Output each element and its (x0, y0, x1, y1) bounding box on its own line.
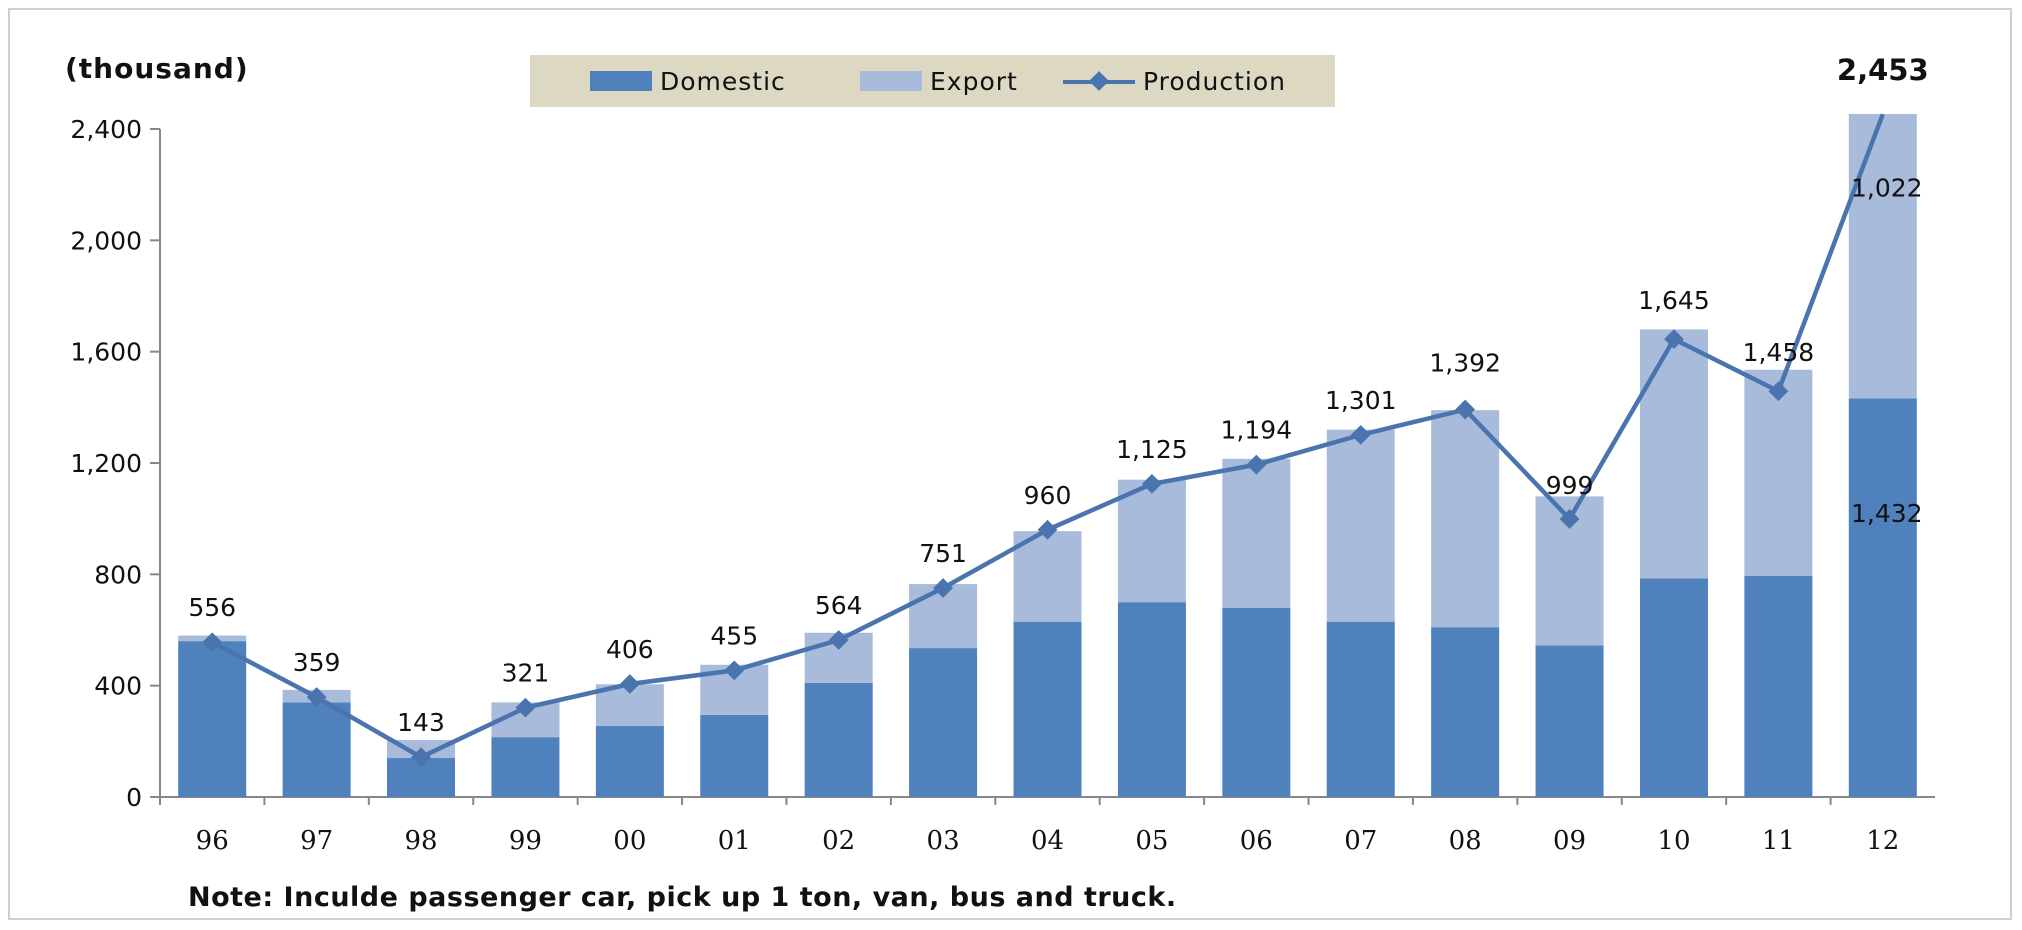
production-marker (828, 630, 849, 650)
x-tick-label: 96 (196, 826, 229, 856)
bar-domestic (1535, 645, 1604, 797)
x-tick-label: 04 (1031, 826, 1064, 856)
production-value-label: 1,392 (1429, 349, 1501, 378)
production-marker (411, 747, 431, 768)
production-value-label: 143 (397, 708, 445, 737)
x-tick-label: 01 (718, 826, 751, 856)
production-value-label: 406 (606, 635, 654, 664)
bar-export (1013, 531, 1082, 622)
bar-export (1222, 458, 1291, 608)
y-tick-label: 800 (94, 560, 142, 589)
legend: Domestic Export Production (530, 55, 1335, 107)
bar-export (1117, 479, 1186, 603)
bar-domestic (178, 641, 247, 797)
bar-domestic (700, 714, 769, 797)
bar-value-label: 1,022 (1851, 173, 1923, 202)
production-marker (1768, 381, 1789, 402)
bar-export (1744, 369, 1813, 576)
y-tick-label: 400 (94, 672, 142, 701)
x-tick-label: 99 (509, 826, 542, 856)
x-tick-label: 12 (1866, 826, 1899, 856)
production-value-label: 455 (710, 621, 758, 650)
x-tick-label: 07 (1344, 826, 1377, 856)
production-marker (724, 660, 745, 681)
bar-domestic (1639, 578, 1708, 797)
bar-domestic (909, 648, 978, 797)
production-value-label: 1,458 (1743, 338, 1815, 367)
production-marker (1037, 519, 1058, 540)
y-tick-label: 1,200 (70, 449, 142, 478)
production-marker (619, 674, 640, 694)
bar-domestic (491, 737, 560, 797)
bar-export (1848, 113, 1917, 399)
y-tick-label: 2,400 (70, 115, 142, 144)
production-value-label: 556 (188, 593, 236, 622)
production-value-label: 999 (1546, 471, 1594, 500)
x-tick-label: 02 (822, 826, 855, 856)
bar-export (1639, 329, 1708, 579)
bar-domestic (282, 702, 351, 797)
bar-domestic (1222, 607, 1291, 797)
production-value-label: 321 (502, 659, 550, 688)
x-tick-label: 97 (300, 826, 333, 856)
unit-label: (thousand) (65, 52, 249, 85)
production-value-label: 2,453 (1837, 53, 1929, 87)
bar-domestic (595, 726, 664, 797)
production-value-label: 1,645 (1638, 286, 1710, 315)
x-tick-label: 11 (1762, 826, 1795, 856)
y-tick-label: 0 (126, 783, 142, 812)
bar-export (1326, 429, 1395, 622)
legend-label-export: Export (930, 66, 1018, 96)
y-tick-label: 2,000 (70, 226, 142, 255)
bar-domestic (1744, 575, 1813, 797)
production-value-label: 1,125 (1116, 435, 1188, 464)
production-chart: 0 400 800 1,200 1,600 2,000 2,400 96 97 98 99 00 01 0… (70, 53, 1935, 856)
x-tick-label: 03 (927, 826, 960, 856)
legend-swatch-domestic (590, 71, 652, 91)
legend-swatch-export (860, 71, 922, 91)
production-marker (933, 578, 953, 598)
bar-domestic (1431, 627, 1500, 797)
production-value-label: 359 (293, 648, 341, 677)
bar-domestic (1013, 621, 1082, 797)
chart-note: Note: Inculde passenger car, pick up 1 t… (188, 882, 1177, 913)
production-marker (1455, 399, 1476, 420)
bar-domestic (1848, 398, 1917, 797)
production-value-label: 960 (1024, 481, 1072, 510)
production-value-label: 564 (815, 591, 863, 620)
x-tick-label: 09 (1553, 826, 1586, 856)
production-marker (1350, 424, 1371, 445)
legend-item-export: Export (860, 55, 1018, 107)
x-tick-label: 06 (1240, 826, 1273, 856)
x-tick-label: 10 (1657, 826, 1690, 856)
x-tick-label: 00 (613, 826, 646, 856)
legend-label-domestic: Domestic (660, 66, 786, 96)
production-marker (1246, 454, 1267, 475)
production-marker (1142, 473, 1162, 494)
legend-line-production (1063, 71, 1135, 91)
bar-domestic (804, 682, 873, 797)
production-value-label: 1,194 (1221, 416, 1293, 445)
bar-domestic (1326, 621, 1395, 797)
bar-value-label: 1,432 (1851, 499, 1923, 528)
production-marker (1664, 329, 1684, 350)
legend-item-production: Production (1063, 55, 1286, 107)
bar-domestic (1117, 602, 1186, 797)
production-marker (306, 687, 327, 707)
legend-item-domestic: Domestic (590, 55, 786, 107)
y-tick-label: 1,600 (70, 338, 142, 367)
production-marker (1559, 509, 1580, 529)
x-tick-label: 08 (1449, 826, 1482, 856)
legend-label-production: Production (1143, 66, 1287, 96)
x-tick-label: 05 (1135, 826, 1168, 856)
production-value-label: 1,301 (1325, 386, 1397, 415)
x-tick-label: 98 (404, 826, 437, 856)
production-value-label: 751 (919, 539, 967, 568)
bar-export (1431, 410, 1500, 628)
